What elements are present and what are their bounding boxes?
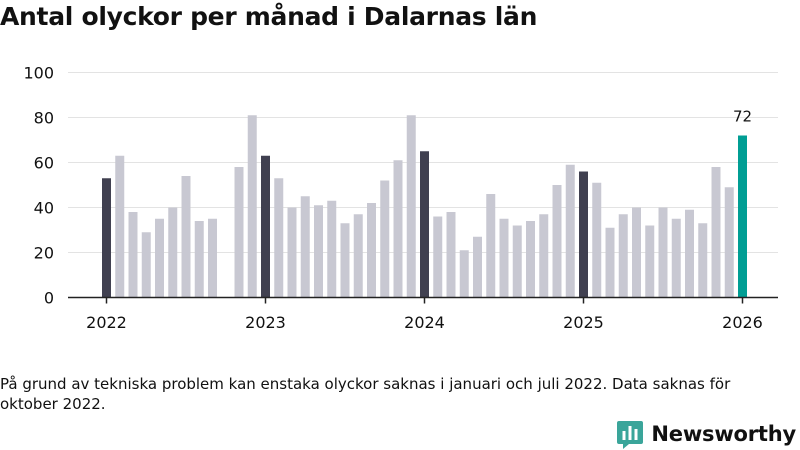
x-tick-label: 2025 [563,313,604,332]
bar-2025-10 [698,223,708,298]
bar-2024-06 [486,194,496,298]
bar-2025-06 [645,225,655,298]
y-tick-label: 80 [34,109,54,128]
chart-title: Antal olyckor per månad i Dalarnas län [0,2,538,31]
bar-2023-07 [340,223,350,298]
bar-2023-08 [353,214,363,298]
bar-2024-07 [499,218,509,298]
bar-2023-11 [393,160,403,298]
bar-2024-09 [526,221,535,298]
bar-2024-12 [565,164,575,298]
bar-2025-02 [592,182,602,298]
bar-2025-04 [618,214,628,298]
x-axis-tick-labels: 2022 2023 2024 2025 2026 [86,297,763,332]
brand-name: Newsworthy [651,422,796,446]
bar-2024-03 [446,212,456,298]
bar-2023-05 [314,205,323,298]
bar-2024-04 [459,250,469,298]
bar-2025-08 [671,218,681,298]
bar-2022-01 [102,178,111,298]
bar-2022-05 [155,218,164,298]
bar-2022-07 [181,176,191,298]
y-tick-label: 100 [23,64,54,83]
bar-2022-09 [208,218,217,298]
y-tick-label: 60 [34,154,54,173]
footnote: På grund av tekniska problem kan enstaka… [0,375,731,413]
bar-2022-06 [168,207,178,298]
x-tick-label: 2026 [722,313,763,332]
x-tick-label: 2022 [86,313,127,332]
brand-logo: Newsworthy [617,419,796,449]
bar-2023-10 [380,180,390,298]
bar-chart: 0 20 40 60 80 100 2022 2023 2024 2025 2026 72 [23,64,778,332]
bar-2026-01 [738,135,747,298]
x-tick-label: 2023 [245,313,286,332]
bar-2025-07 [658,207,668,298]
bars [102,115,747,298]
bar-2023-06 [327,200,337,298]
y-axis-tick-labels: 0 20 40 60 80 100 [23,64,54,308]
bar-2022-03 [128,212,138,298]
bar-2023-02 [274,178,284,298]
newsworthy-logo-icon [617,421,644,449]
bar-2022-12 [247,115,257,298]
bar-2025-01 [579,171,588,298]
highlight-value-label: 72 [733,108,752,126]
bar-2022-04 [141,232,151,298]
bar-2024-08 [512,225,522,298]
x-tick-label: 2024 [404,313,445,332]
bar-2024-05 [473,236,482,298]
y-tick-label: 40 [34,199,54,218]
bar-2025-03 [605,227,615,298]
bar-2025-12 [724,187,734,298]
bar-2023-12 [406,115,416,298]
bar-2024-01 [420,151,429,298]
bar-2024-10 [539,214,549,298]
bar-2024-02 [433,216,443,298]
bar-2024-11 [552,185,562,298]
bar-2023-01 [261,155,270,298]
bar-2023-03 [287,207,297,298]
y-tick-label: 20 [34,244,54,263]
bar-2025-11 [711,167,721,298]
y-tick-label: 0 [44,289,54,308]
bar-2023-04 [300,196,310,298]
bar-2025-05 [632,207,641,298]
bar-2023-09 [367,203,376,298]
bar-2022-08 [194,221,204,298]
bar-2025-09 [685,209,694,298]
bar-2022-02 [115,155,125,298]
bar-2022-11 [234,167,244,298]
